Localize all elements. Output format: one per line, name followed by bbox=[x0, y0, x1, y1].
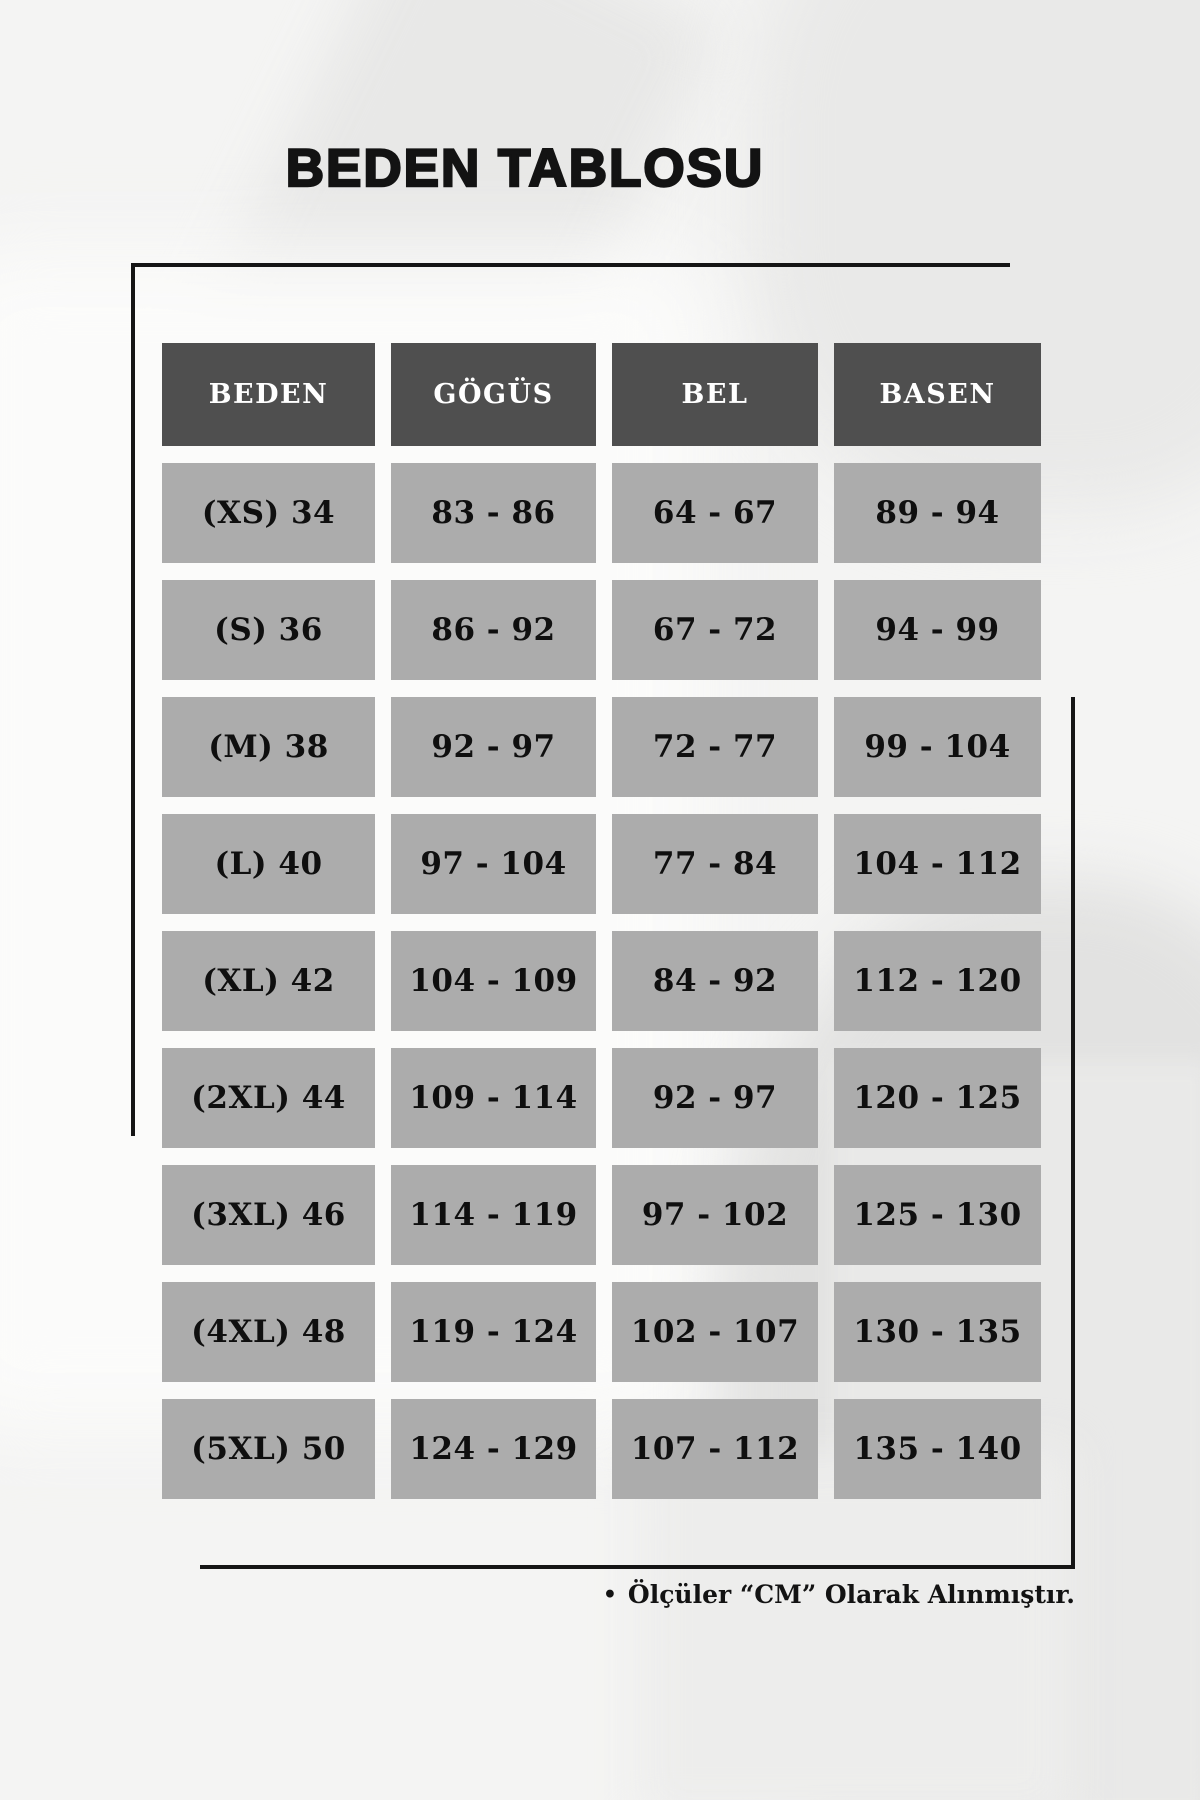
table-cell-r9-c3: 107 - 112 bbox=[612, 1399, 818, 1499]
table-cell-r3-c3: 72 - 77 bbox=[612, 697, 818, 797]
table-cell-r4-c1: (L) 40 bbox=[162, 814, 375, 914]
table-cell-r8-c1: (4XL) 48 bbox=[162, 1282, 375, 1382]
frame-line-bottom bbox=[200, 1565, 1075, 1569]
table-cell-r5-c1: (XL) 42 bbox=[162, 931, 375, 1031]
table-cell-r2-c1: (S) 36 bbox=[162, 580, 375, 680]
table-cell-r2-c3: 67 - 72 bbox=[612, 580, 818, 680]
table-cell-r4-c2: 97 - 104 bbox=[391, 814, 596, 914]
header-cell-3: BEL bbox=[612, 343, 818, 446]
header-cell-4: BASEN bbox=[834, 343, 1041, 446]
table-cell-r7-c4: 125 - 130 bbox=[834, 1165, 1041, 1265]
table-cell-r6-c1: (2XL) 44 bbox=[162, 1048, 375, 1148]
frame-line-top bbox=[135, 263, 1010, 267]
table-cell-r6-c2: 109 - 114 bbox=[391, 1048, 596, 1148]
table-cell-r6-c3: 92 - 97 bbox=[612, 1048, 818, 1148]
table-cell-r2-c2: 86 - 92 bbox=[391, 580, 596, 680]
header-cell-2: GÖGÜS bbox=[391, 343, 596, 446]
frame-line-right bbox=[1071, 697, 1075, 1569]
bg-bottom-shade-shape bbox=[640, 1450, 1070, 1800]
table-cell-r7-c2: 114 - 119 bbox=[391, 1165, 596, 1265]
table-cell-r9-c4: 135 - 140 bbox=[834, 1399, 1041, 1499]
table-cell-r9-c1: (5XL) 50 bbox=[162, 1399, 375, 1499]
table-cell-r4-c3: 77 - 84 bbox=[612, 814, 818, 914]
table-cell-r4-c4: 104 - 112 bbox=[834, 814, 1041, 914]
table-cell-r6-c4: 120 - 125 bbox=[834, 1048, 1041, 1148]
table-cell-r9-c2: 124 - 129 bbox=[391, 1399, 596, 1499]
table-cell-r1-c1: (XS) 34 bbox=[162, 463, 375, 563]
table-cell-r5-c2: 104 - 109 bbox=[391, 931, 596, 1031]
table-cell-r1-c3: 64 - 67 bbox=[612, 463, 818, 563]
frame-line-left bbox=[131, 263, 135, 1136]
table-cell-r1-c4: 89 - 94 bbox=[834, 463, 1041, 563]
table-cell-r7-c1: (3XL) 46 bbox=[162, 1165, 375, 1265]
footnote-text: Ölçüler “CM” Olarak Alınmıştır. bbox=[627, 1580, 1075, 1609]
table-cell-r2-c4: 94 - 99 bbox=[834, 580, 1041, 680]
table-cell-r1-c2: 83 - 86 bbox=[391, 463, 596, 563]
table-cell-r5-c4: 112 - 120 bbox=[834, 931, 1041, 1031]
table-cell-r3-c4: 99 - 104 bbox=[834, 697, 1041, 797]
footnote: • Ölçüler “CM” Olarak Alınmıştır. bbox=[420, 1580, 1075, 1609]
header-cell-1: BEDEN bbox=[162, 343, 375, 446]
table-cell-r7-c3: 97 - 102 bbox=[612, 1165, 818, 1265]
table-cell-r8-c3: 102 - 107 bbox=[612, 1282, 818, 1382]
table-cell-r3-c2: 92 - 97 bbox=[391, 697, 596, 797]
footnote-bullet-icon: • bbox=[602, 1581, 617, 1608]
page-title: BEDEN TABLOSU bbox=[285, 137, 765, 198]
table-cell-r3-c1: (M) 38 bbox=[162, 697, 375, 797]
table-cell-r5-c3: 84 - 92 bbox=[612, 931, 818, 1031]
table-cell-r8-c4: 130 - 135 bbox=[834, 1282, 1041, 1382]
size-table: BEDEN GÖGÜS BEL BASEN (XS) 34 83 - 86 64 - 67 8… bbox=[162, 343, 1041, 1499]
table-cell-r8-c2: 119 - 124 bbox=[391, 1282, 596, 1382]
